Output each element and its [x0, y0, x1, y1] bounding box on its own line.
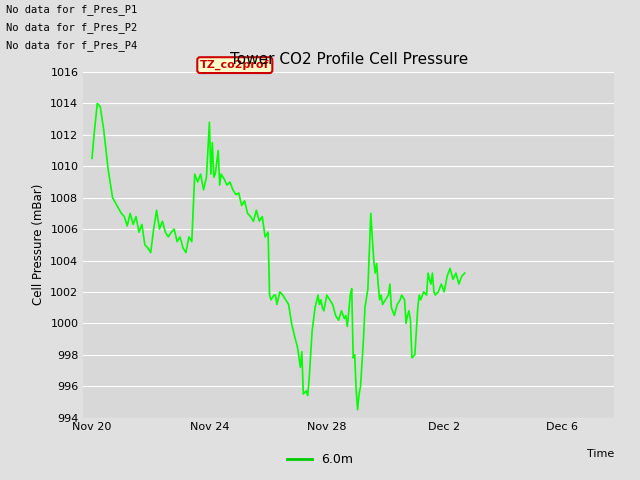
Text: Time: Time	[587, 449, 614, 459]
Y-axis label: Cell Pressure (mBar): Cell Pressure (mBar)	[31, 184, 45, 305]
Text: No data for f_Pres_P2: No data for f_Pres_P2	[6, 22, 138, 33]
Text: No data for f_Pres_P4: No data for f_Pres_P4	[6, 40, 138, 51]
Legend: 6.0m: 6.0m	[282, 448, 358, 471]
Text: No data for f_Pres_P1: No data for f_Pres_P1	[6, 4, 138, 15]
Title: Tower CO2 Profile Cell Pressure: Tower CO2 Profile Cell Pressure	[230, 52, 468, 67]
Text: TZ_co2prof: TZ_co2prof	[200, 60, 269, 70]
